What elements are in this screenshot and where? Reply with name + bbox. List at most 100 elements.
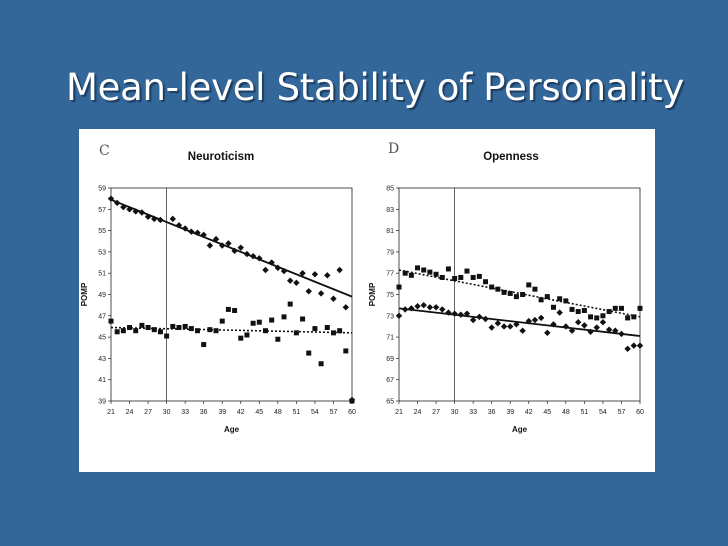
x-tick-label: 57 <box>330 409 338 416</box>
data-point-square <box>588 314 594 320</box>
x-tick-label: 54 <box>311 409 319 416</box>
x-tick-label: 24 <box>126 409 134 416</box>
data-point-square <box>402 270 408 276</box>
data-point-diamond <box>324 272 331 279</box>
data-point-square <box>575 309 581 315</box>
data-point-diamond <box>630 342 638 349</box>
data-point-diamond <box>256 255 263 262</box>
data-point-square <box>120 328 126 334</box>
y-tick-label: 81 <box>386 228 394 235</box>
data-point-diamond <box>330 295 337 302</box>
data-point-square <box>625 315 631 321</box>
x-tick-label: 48 <box>274 409 282 416</box>
x-axis-label: Age <box>224 425 240 434</box>
y-tick-label: 45 <box>98 335 106 342</box>
data-point-diamond <box>157 216 164 224</box>
data-point-diamond <box>414 303 421 310</box>
data-point-square <box>207 327 213 333</box>
data-point-square <box>182 323 188 329</box>
data-point-square <box>201 342 207 348</box>
data-point-diamond <box>231 247 238 255</box>
data-point-square <box>170 323 176 329</box>
data-point-diamond <box>138 209 146 216</box>
data-point-diamond <box>219 242 226 249</box>
data-point-diamond <box>550 321 557 328</box>
data-point-diamond <box>212 235 220 243</box>
data-point-diamond <box>401 306 409 313</box>
panel-title: Neuroticism <box>188 151 254 163</box>
data-point-square <box>312 326 318 332</box>
data-point-diamond <box>482 315 489 323</box>
data-point-square <box>458 274 464 280</box>
x-tick-label: 36 <box>488 409 496 416</box>
data-point-square <box>324 325 330 331</box>
x-tick-label: 45 <box>543 409 551 416</box>
y-tick-label: 83 <box>386 207 394 214</box>
trend-line-solid <box>110 198 353 298</box>
data-point-square <box>631 314 637 320</box>
x-tick-label: 51 <box>580 409 588 416</box>
data-point-diamond <box>494 320 502 327</box>
y-tick-label: 39 <box>98 399 106 406</box>
data-point-diamond <box>525 317 532 325</box>
data-point-diamond <box>188 228 195 235</box>
data-point-square <box>127 325 133 331</box>
data-point-diamond <box>500 323 508 330</box>
y-tick-label: 71 <box>386 335 394 342</box>
data-point-diamond <box>605 326 613 333</box>
data-point-square <box>563 298 569 304</box>
data-point-square <box>151 327 157 333</box>
data-point-square <box>349 398 355 404</box>
data-point-square <box>396 284 402 290</box>
data-point-diamond <box>268 259 275 266</box>
x-tick-label: 36 <box>200 409 208 416</box>
data-point-square <box>415 265 421 271</box>
trend-line-solid <box>398 307 641 337</box>
data-point-diamond <box>451 310 458 317</box>
chart-canvas: C Neuroticism 39 41 43 45 47 49 51 53 55 57 59 21 24 27… <box>80 141 644 434</box>
y-axis-label: POMP <box>80 282 89 306</box>
data-point-square <box>219 318 225 324</box>
data-point-diamond <box>587 328 594 335</box>
data-point-diamond <box>457 311 464 318</box>
data-point-square <box>306 350 312 356</box>
data-point-diamond <box>476 313 483 321</box>
y-tick-label: 57 <box>98 207 106 214</box>
y-tick-label: 41 <box>98 377 106 384</box>
data-point-diamond <box>317 290 325 297</box>
x-tick-label: 48 <box>562 409 570 416</box>
data-point-square <box>238 335 244 341</box>
data-point-square <box>452 276 458 282</box>
data-point-square <box>281 314 287 320</box>
data-point-square <box>225 306 231 312</box>
data-point-square <box>287 301 293 307</box>
data-point-square <box>581 307 587 313</box>
data-point-diamond <box>432 304 440 311</box>
data-point-diamond <box>287 277 294 284</box>
data-point-square <box>300 316 306 322</box>
data-point-diamond <box>488 324 495 331</box>
data-point-diamond <box>126 206 133 213</box>
data-point-square <box>439 274 445 280</box>
data-point-diamond <box>544 329 551 337</box>
data-point-square <box>606 309 612 315</box>
data-point-square <box>337 328 343 334</box>
data-point-square <box>256 319 262 325</box>
data-point-diamond <box>599 318 607 326</box>
data-point-diamond <box>243 250 251 258</box>
y-axis-label: POMP <box>368 282 377 306</box>
x-tick-label: 33 <box>181 409 189 416</box>
data-point-diamond <box>280 267 288 275</box>
y-tick-label: 43 <box>98 356 106 363</box>
data-point-square <box>489 284 495 290</box>
y-tick-label: 75 <box>386 292 394 299</box>
data-point-square <box>526 282 532 288</box>
data-point-diamond <box>463 310 471 317</box>
data-point-diamond <box>426 304 434 311</box>
data-point-square <box>637 305 643 311</box>
data-point-diamond <box>513 321 520 328</box>
data-point-diamond <box>169 215 176 223</box>
data-point-diamond <box>439 306 446 313</box>
data-point-square <box>133 328 139 334</box>
data-point-square <box>427 269 433 275</box>
